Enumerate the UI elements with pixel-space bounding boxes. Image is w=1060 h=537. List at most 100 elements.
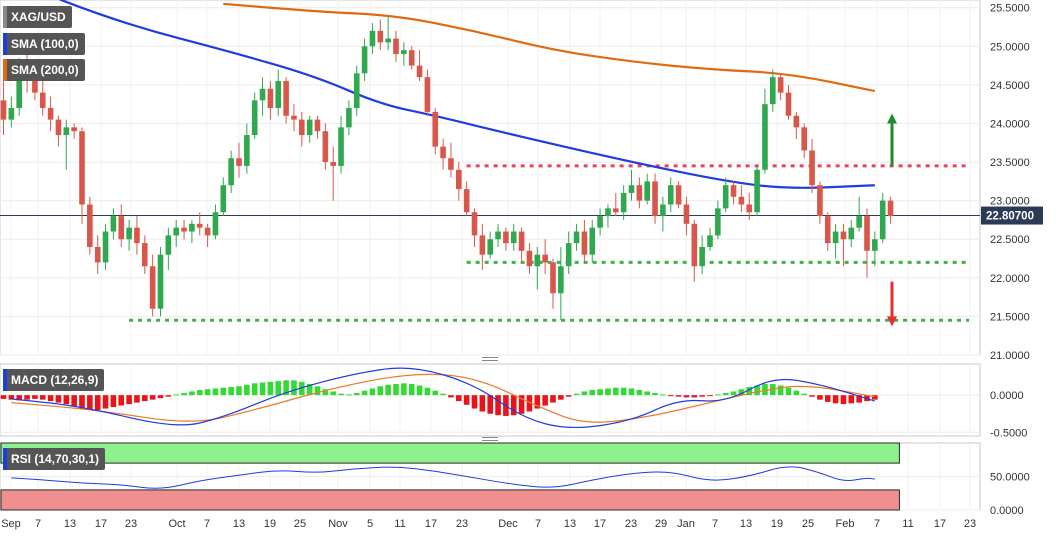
candle-body (817, 185, 823, 217)
candle-body (691, 223, 698, 267)
macd-histogram-bar (597, 389, 603, 396)
candle-body (809, 150, 815, 186)
candle-body (306, 119, 313, 136)
macd-histogram-bar (346, 394, 352, 396)
macd-histogram-bar (840, 395, 847, 405)
macd-histogram-bar (785, 387, 792, 396)
macd-histogram-bar (793, 390, 800, 396)
panel-frame (0, 363, 981, 437)
macd-histogram-bar (220, 387, 227, 396)
candle-body (542, 254, 548, 263)
candle-body (832, 231, 839, 244)
macd-histogram-bar (518, 395, 525, 414)
candle-body (636, 185, 643, 201)
macd-histogram-bar (542, 395, 548, 406)
x-tick-label: 19 (771, 518, 783, 530)
macd-histogram-bar (24, 395, 30, 400)
macd-histogram-bar (675, 395, 682, 397)
macd-histogram-bar (707, 395, 713, 397)
macd-histogram-bar (322, 389, 329, 396)
x-tick-label: 23 (625, 518, 637, 530)
macd-histogram-bar (573, 393, 580, 396)
candle-body (173, 227, 179, 236)
macd-histogram-bar (102, 395, 109, 409)
macd-histogram-bar (173, 394, 179, 396)
macd-histogram-bar (8, 395, 15, 400)
sma100-legend[interactable]: SMA (100,0) (3, 33, 85, 55)
macd-histogram-bar (157, 395, 164, 399)
macd-histogram-bar (463, 395, 470, 405)
candle-body (189, 223, 195, 232)
candle-body (707, 235, 713, 247)
macd-histogram-bar (620, 387, 627, 396)
candle-body (730, 185, 737, 197)
candle-body (244, 135, 250, 166)
candle-body (204, 227, 211, 236)
macd-histogram-bar (730, 391, 737, 396)
candle-body (597, 216, 603, 228)
candle-body (487, 239, 493, 255)
x-tick-label: 13 (740, 518, 752, 530)
macd-legend[interactable]: MACD (12,26,9) (3, 369, 105, 391)
candle-body (157, 254, 164, 309)
y-tick-label: 24.0000 (990, 118, 1030, 130)
candle-body (448, 158, 454, 170)
macd-histogram-bar (236, 386, 242, 396)
macd-signal-line (11, 373, 875, 423)
x-tick-label: 11 (394, 518, 405, 530)
candle-body (47, 108, 54, 120)
macd-histogram-bar (228, 387, 234, 396)
rsi-line (11, 466, 875, 489)
macd-histogram-bar (369, 388, 376, 396)
candle-body (142, 243, 148, 267)
candle-body (314, 119, 321, 132)
x-tick-label: Feb (836, 518, 855, 530)
macd-histogram-bar (47, 395, 54, 402)
candle-body (291, 115, 297, 120)
x-tick-label: Sep (1, 518, 21, 530)
candle-body (471, 212, 478, 236)
macd-histogram-bar (832, 395, 839, 404)
candle-body (165, 235, 172, 255)
candle-body (79, 131, 85, 205)
macd-histogram-bar (762, 384, 768, 396)
macd-histogram-bar (110, 395, 117, 408)
macd-histogram-bar (118, 395, 125, 406)
x-tick-label: Dec (498, 518, 518, 530)
x-tick-label: Nov (328, 518, 348, 530)
candle-body (777, 77, 784, 93)
candle-body (746, 204, 753, 213)
arrow-up-head (887, 113, 897, 124)
candle-body (110, 216, 117, 232)
macd-histogram-bar (754, 385, 760, 396)
macd-legend-text: MACD (12,26,9) (11, 373, 99, 387)
x-tick-label: 17 (425, 518, 437, 530)
candle-body (856, 216, 862, 228)
y-tick-label: 25.0000 (990, 41, 1030, 53)
y-tick-label: 50.0000 (990, 472, 1030, 484)
macd-histogram-bar (0, 395, 7, 399)
macd-histogram-bar (746, 387, 753, 396)
macd-histogram-bar (212, 388, 219, 396)
rsi-legend[interactable]: RSI (14,70,30,1) (3, 448, 106, 470)
macd-histogram-bar (87, 395, 93, 410)
macd-histogram-bar (283, 380, 289, 396)
macd-histogram-bar (715, 394, 721, 396)
sma200-legend[interactable]: SMA (200,0) (3, 59, 85, 81)
candle-body (801, 127, 807, 151)
candle-body (8, 108, 15, 120)
macd-histogram-bar (259, 382, 266, 396)
macd-histogram-bar (71, 395, 77, 407)
candle-body (793, 115, 800, 128)
candle-body (715, 208, 721, 236)
candle-body (534, 254, 541, 267)
candle-body (722, 185, 729, 209)
x-tick-label: 25 (802, 518, 814, 530)
y-tick-label: 24.5000 (990, 80, 1030, 92)
x-tick-label: 23 (125, 518, 137, 530)
candle-body (675, 185, 682, 205)
x-tick-label: 23 (964, 518, 976, 530)
candle-body (620, 192, 627, 213)
candle-body (353, 73, 360, 109)
macd-histogram-bar (636, 389, 643, 396)
